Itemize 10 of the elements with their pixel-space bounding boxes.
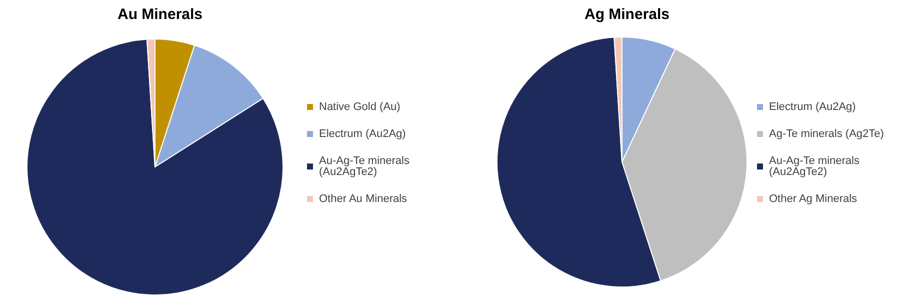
legend-label: Electrum (Au2Ag)	[319, 128, 406, 140]
chart-title: Ag Minerals	[584, 6, 670, 23]
legend-label: Au-Ag-Te minerals (Au2AgTe2)	[769, 155, 863, 178]
legend-label: Other Ag Minerals	[769, 193, 858, 205]
chart-title: Au Minerals	[117, 6, 203, 23]
legend-label: Ag-Te minerals (Ag2Te)	[769, 128, 884, 140]
legend-label: Other Au Minerals	[319, 193, 408, 205]
legend-label: Electrum (Au2Ag)	[769, 101, 856, 113]
legend-label: Native Gold (Au)	[319, 101, 400, 113]
legend-label: Au-Ag-Te minerals (Au2AgTe2)	[319, 155, 413, 178]
